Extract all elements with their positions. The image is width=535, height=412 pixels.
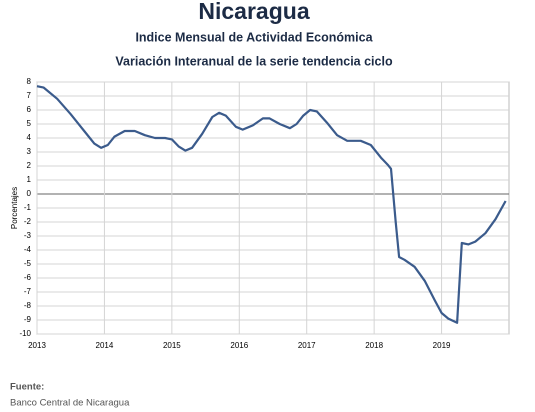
y-tick-label: 5 — [27, 119, 32, 128]
y-tick-label: -7 — [24, 287, 32, 296]
y-tick-label: -1 — [24, 203, 32, 212]
footer-label: Fuente: — [10, 382, 44, 393]
y-tick-label: 2 — [27, 161, 32, 170]
y-tick-label: -8 — [24, 301, 32, 310]
y-tick-label: 0 — [27, 189, 32, 198]
y-tick-label: -9 — [24, 315, 32, 324]
x-tick-label: 2018 — [365, 341, 383, 350]
x-tick-label: 2017 — [298, 341, 316, 350]
y-tick-label: 3 — [27, 147, 32, 156]
x-tick-label: 2016 — [230, 341, 248, 350]
x-tick-label: 2014 — [96, 341, 114, 350]
x-tick-label: 2015 — [163, 341, 181, 350]
footer-source: Banco Central de Nicaragua — [10, 398, 130, 409]
y-tick-label: 8 — [27, 77, 32, 86]
chart-subtitle: Variación Interanual de la serie tendenc… — [115, 54, 393, 68]
y-tick-label: -4 — [24, 245, 32, 254]
x-tick-label: 2019 — [433, 341, 451, 350]
data-line — [36, 85, 507, 324]
x-tick-label: 2013 — [28, 341, 46, 350]
y-tick-label: 1 — [27, 175, 32, 184]
y-tick-label: -6 — [24, 273, 32, 282]
y-tick-label: 7 — [27, 91, 32, 100]
y-tick-label: -5 — [24, 259, 32, 268]
y-tick-label: 4 — [27, 133, 32, 142]
chart-title: Nicaragua — [198, 0, 309, 24]
y-tick-label: -2 — [24, 217, 32, 226]
y-tick-label: -10 — [19, 329, 31, 338]
y-tick-label: -3 — [24, 231, 32, 240]
y-tick-label: 6 — [27, 105, 32, 114]
chart-subtitle: Indice Mensual de Actividad Económica — [135, 30, 373, 44]
y-axis-label: Porcentajes — [10, 187, 19, 229]
